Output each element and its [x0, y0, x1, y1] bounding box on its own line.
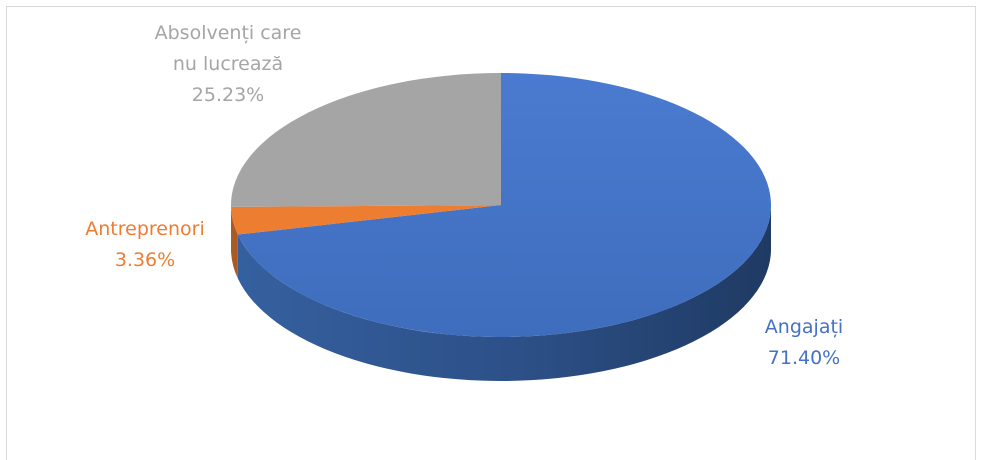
label-angajati-value: 71.40% — [734, 343, 874, 374]
label-absolventi: Absolvenți care nu lucrează 25.23% — [128, 18, 328, 111]
label-absolventi-value: 25.23% — [128, 80, 328, 111]
label-angajati-name: Angajați — [734, 312, 874, 343]
label-angajati: Angajați 71.40% — [734, 312, 874, 374]
label-absolventi-name-line1: Absolvenți care — [128, 18, 328, 49]
label-antreprenori-name: Antreprenori — [60, 214, 230, 245]
label-absolventi-name-line2: nu lucrează — [128, 49, 328, 80]
label-antreprenori: Antreprenori 3.36% — [60, 214, 230, 276]
label-antreprenori-value: 3.36% — [60, 245, 230, 276]
